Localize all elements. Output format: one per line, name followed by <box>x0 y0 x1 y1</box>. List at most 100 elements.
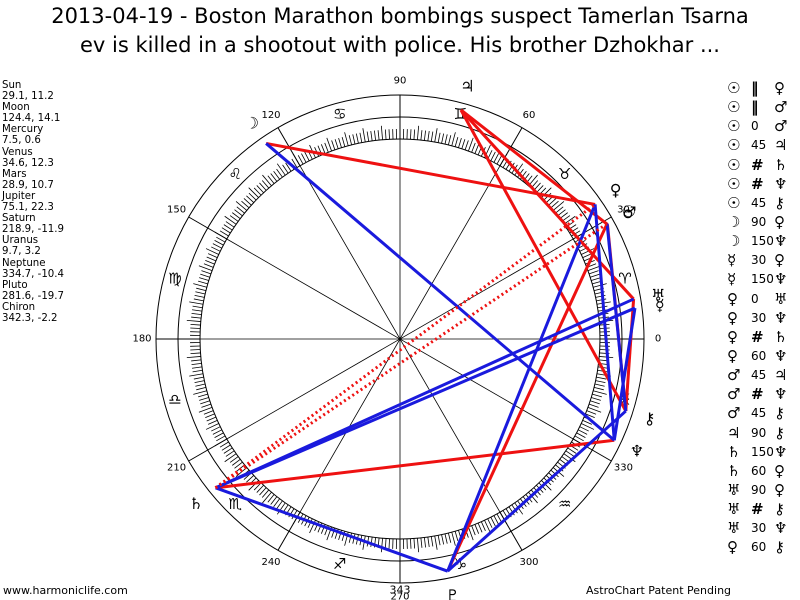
aspect-type: 60 <box>751 540 767 555</box>
sign-boundary <box>277 511 301 551</box>
aspect-type: # <box>751 327 764 346</box>
aspect-planet-2: ♀ <box>774 79 785 97</box>
degree-tick <box>458 138 462 148</box>
degree-tick <box>423 537 426 548</box>
degree-tick <box>334 139 339 149</box>
degree-tick <box>205 259 215 265</box>
aspect-planet-2: ♅ <box>774 289 788 308</box>
degree-tick <box>374 130 377 141</box>
degree-tick <box>413 538 416 549</box>
degree-tick <box>441 133 445 144</box>
planet-value-chiron: 342.3, -2.2 <box>2 312 58 324</box>
aspect-type: # <box>751 155 764 174</box>
planet-value-jupiter: 75.1, 22.3 <box>2 202 54 214</box>
aspect-row: ☽ 150 ♆ <box>727 232 797 251</box>
degree-tick <box>380 538 383 553</box>
planet-name-mars: Mars <box>2 168 27 180</box>
degree-tick <box>212 429 222 435</box>
degree-tick <box>468 526 474 541</box>
degree-tick <box>587 407 602 413</box>
aspect-line-red <box>215 438 615 490</box>
degree-tick <box>331 140 336 151</box>
sign-boundary <box>499 127 523 167</box>
jupiter-icon: ♃ <box>460 76 474 95</box>
aspect-row: ♄ 60 ♀ <box>727 462 797 481</box>
aspect-row: ♅ 90 ♀ <box>727 481 797 500</box>
degree-tick <box>273 498 280 507</box>
degree-tick <box>362 128 366 143</box>
aspect-line-red <box>459 108 635 301</box>
aspect-type: 150 <box>751 272 774 287</box>
degree-tick <box>248 187 259 198</box>
degree-tick <box>203 263 214 268</box>
degree-label: 240 <box>261 557 280 568</box>
degree-tick <box>536 185 544 194</box>
degree-tick <box>588 403 599 408</box>
degree-tick <box>190 323 201 326</box>
footer-website[interactable]: www.harmoniclife.com <box>3 584 128 597</box>
aspect-planet-1: ♅ <box>727 480 741 499</box>
degree-tick <box>490 517 496 527</box>
aspect-row: ♂ # ♆ <box>727 385 797 404</box>
degree-tick <box>447 135 452 146</box>
planet-value-uranus: 9.7, 3.2 <box>2 246 41 258</box>
degree-tick <box>219 230 229 237</box>
aspect-planet-2: ♀ <box>774 461 785 480</box>
planet-name-neptune: Neptune <box>2 257 46 269</box>
degree-tick <box>262 174 272 187</box>
degree-tick <box>474 144 480 154</box>
sign-boundary <box>188 216 228 240</box>
aspect-planet-2: ♆ <box>774 346 788 365</box>
aspect-planet-2: ⚷ <box>774 538 785 557</box>
aspect-planet-1: ☉ <box>727 117 741 136</box>
title-line-2: ev is killed in a shootout with police. … <box>80 33 720 57</box>
degree-tick <box>434 535 438 550</box>
degree-tick <box>434 128 438 143</box>
degree-tick <box>592 393 602 398</box>
planet-name-venus: Venus <box>2 146 33 158</box>
aspect-type: 150 <box>751 444 774 459</box>
aspect-line-blue <box>446 409 627 573</box>
planet-value-neptune: 334.7, -10.4 <box>2 268 65 280</box>
degree-tick <box>221 444 231 451</box>
aspect-planet-2: ♆ <box>774 385 788 404</box>
degree-tick <box>576 432 586 438</box>
degree-tick <box>581 423 595 430</box>
aspect-type: 45 <box>751 368 767 383</box>
zodiac-sign-icon: ♑ <box>454 555 467 573</box>
footer-patent: AstroChart Patent Pending <box>586 584 732 597</box>
degree-tick <box>384 538 387 549</box>
degree-tick <box>591 277 601 281</box>
degree-tick <box>190 352 201 355</box>
planet-value-mercury: 7.5, 0.6 <box>2 135 41 147</box>
aspect-planet-1: ♄ <box>727 461 741 480</box>
aspect-type: 0 <box>751 119 759 134</box>
degree-tick <box>423 130 426 141</box>
neptune-icon: ♆ <box>630 441 644 460</box>
degree-tick <box>341 137 346 147</box>
degree-tick <box>200 273 210 278</box>
degree-tick <box>480 521 486 532</box>
aspect-planet-1: ♅ <box>727 519 741 538</box>
aspect-line-blue <box>265 142 616 442</box>
degree-tick <box>437 535 441 546</box>
degree-tick <box>211 426 221 432</box>
degree-tick <box>427 130 430 142</box>
degree-tick <box>205 423 219 430</box>
degree-tick <box>207 419 218 425</box>
degree-tick <box>454 137 459 147</box>
degree-tick <box>229 215 239 222</box>
aspect-row: ☉ ‖ ♀ <box>727 79 797 98</box>
degree-tick <box>594 383 605 387</box>
degree-tick <box>447 532 452 543</box>
degree-tick <box>193 390 207 395</box>
degree-tick <box>496 155 503 165</box>
degree-tick <box>552 201 565 211</box>
aspect-type: 90 <box>751 214 767 229</box>
aspect-planet-2: ⚷ <box>774 423 785 442</box>
degree-tick <box>221 227 231 234</box>
aspect-list: ☉ ‖ ♀ ☉ ‖ ♂ ☉ 0 ♂ ☉ 45 ♃ ☉ # ♄ ☉ # ♆ ☉ 45 ⚷ ☽ 90 ♀ ☽ 150 ♆ ☿ 30 ♀ ☿ 150… <box>727 79 797 558</box>
aspect-row: ♅ # ⚷ <box>727 500 797 519</box>
degree-tick <box>579 426 589 432</box>
